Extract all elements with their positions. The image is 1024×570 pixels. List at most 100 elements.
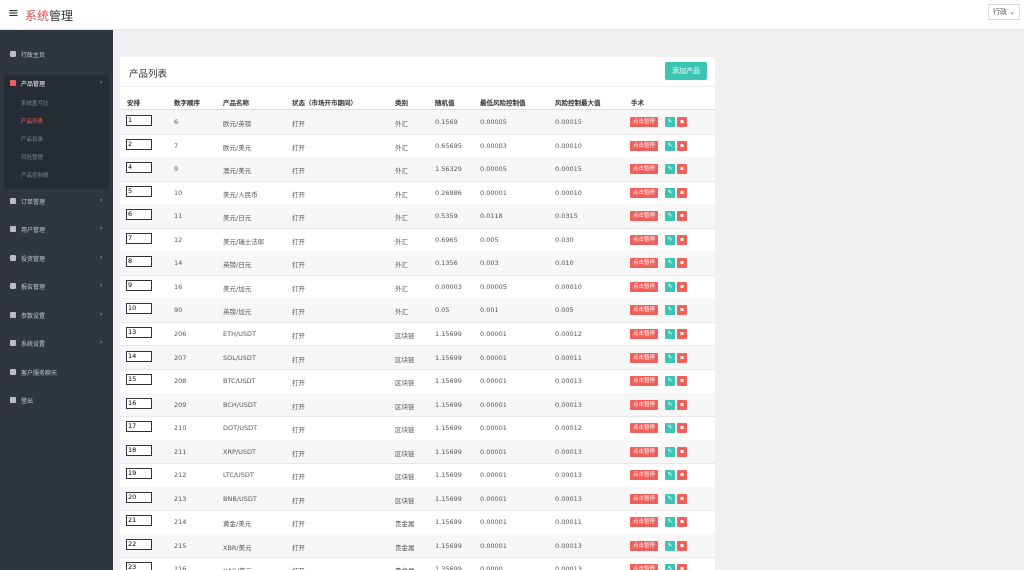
delete-button[interactable]: ▪: [677, 140, 687, 151]
submenu-item[interactable]: 风险管理: [21, 154, 44, 161]
menu-item[interactable]: 客户服务聊天: [21, 369, 58, 377]
pause-button[interactable]: 点击暂停: [630, 376, 659, 387]
cell: 贵金属: [395, 520, 415, 529]
pause-button[interactable]: 点击暂停: [630, 281, 659, 292]
order-input[interactable]: 6: [126, 209, 152, 221]
edit-button[interactable]: ✎: [665, 540, 675, 551]
order-input[interactable]: 15: [126, 374, 152, 386]
pause-button[interactable]: 点击暂停: [630, 234, 659, 245]
order-input[interactable]: 19: [126, 468, 152, 480]
delete-button[interactable]: ▪: [677, 328, 687, 339]
pause-button[interactable]: 点击暂停: [630, 140, 659, 151]
menu-toggle[interactable]: ≡: [8, 6, 19, 21]
delete-button[interactable]: ▪: [677, 117, 687, 127]
edit-button[interactable]: ✎: [665, 399, 675, 410]
edit-button[interactable]: ✎: [665, 187, 675, 198]
pause-button[interactable]: 点击暂停: [630, 564, 659, 570]
add-button[interactable]: 添加产品: [665, 62, 707, 80]
edit-button[interactable]: ✎: [665, 564, 675, 570]
order-input[interactable]: 1: [126, 115, 152, 126]
delete-button[interactable]: ▪: [677, 540, 687, 551]
delete-button[interactable]: ▪: [677, 352, 687, 363]
order-input[interactable]: 18: [126, 444, 152, 456]
delete-button[interactable]: ▪: [677, 470, 687, 481]
pause-button[interactable]: 点击暂停: [630, 164, 659, 175]
delete-button[interactable]: ▪: [677, 376, 687, 387]
delete-button[interactable]: ▪: [677, 493, 687, 504]
delete-button[interactable]: ▪: [677, 423, 687, 434]
order-input[interactable]: 23: [126, 562, 152, 570]
row-stripe: [120, 251, 715, 275]
order-input[interactable]: 21: [126, 515, 152, 527]
menu-item[interactable]: 订单管理: [21, 198, 46, 206]
order-input[interactable]: 4: [126, 162, 152, 174]
pause-button[interactable]: 点击暂停: [630, 211, 659, 222]
edit-button[interactable]: ✎: [665, 281, 675, 292]
edit-button[interactable]: ✎: [665, 258, 675, 269]
delete-button[interactable]: ▪: [677, 258, 687, 269]
edit-button[interactable]: ✎: [665, 423, 675, 434]
submenu-item[interactable]: 系统盈亏比: [21, 100, 49, 107]
delete-button[interactable]: ▪: [677, 281, 687, 292]
order-input[interactable]: 14: [126, 350, 152, 362]
edit-button[interactable]: ✎: [665, 493, 675, 504]
order-input[interactable]: 2: [126, 138, 152, 150]
edit-button[interactable]: ✎: [665, 517, 675, 528]
menu-item[interactable]: 用户管理: [21, 227, 46, 234]
submenu-item[interactable]: 产品目录: [21, 136, 44, 143]
order-input[interactable]: 10: [126, 303, 152, 315]
menu-item[interactable]: 登出: [21, 398, 34, 405]
submenu-item[interactable]: 产品列表: [21, 118, 44, 125]
pause-button[interactable]: 点击暂停: [630, 423, 659, 434]
order-input[interactable]: 17: [126, 421, 152, 433]
order-input[interactable]: 13: [126, 326, 152, 338]
pause-button[interactable]: 点击暂停: [630, 352, 659, 363]
user-menu[interactable]: 行政 ⌄: [988, 4, 1021, 20]
pause-button[interactable]: 点击暂停: [630, 446, 659, 457]
order-input[interactable]: 9: [126, 279, 152, 291]
delete-button[interactable]: ▪: [677, 164, 687, 175]
order-input[interactable]: 7: [126, 232, 152, 244]
delete-button[interactable]: ▪: [677, 211, 687, 222]
delete-button[interactable]: ▪: [677, 234, 687, 245]
pause-button[interactable]: 点击暂停: [630, 493, 659, 504]
order-input[interactable]: 22: [126, 538, 152, 550]
pause-button[interactable]: 点击暂停: [630, 328, 659, 339]
menu-item[interactable]: 系统设置: [21, 341, 46, 348]
edit-button[interactable]: ✎: [665, 211, 675, 222]
pause-button[interactable]: 点击暂停: [630, 258, 659, 269]
pause-button[interactable]: 点击暂停: [630, 540, 659, 551]
edit-button[interactable]: ✎: [665, 446, 675, 457]
edit-button[interactable]: ✎: [665, 140, 675, 151]
edit-button[interactable]: ✎: [665, 234, 675, 245]
menu-item[interactable]: 参数设置: [21, 312, 46, 320]
edit-button[interactable]: ✎: [665, 164, 675, 175]
edit-button[interactable]: ✎: [665, 305, 675, 316]
edit-button[interactable]: ✎: [665, 328, 675, 339]
order-input[interactable]: 8: [126, 256, 152, 268]
delete-button[interactable]: ▪: [677, 517, 687, 528]
delete-button[interactable]: ▪: [677, 399, 687, 410]
menu-item[interactable]: 报告管理: [21, 284, 46, 291]
submenu-item[interactable]: 产品控制报: [21, 172, 49, 179]
pause-button[interactable]: 点击暂停: [630, 399, 659, 410]
edit-button[interactable]: ✎: [665, 352, 675, 363]
delete-button[interactable]: ▪: [677, 564, 687, 570]
pause-button[interactable]: 点击暂停: [630, 187, 659, 198]
edit-button[interactable]: ✎: [665, 470, 675, 481]
order-input[interactable]: 20: [126, 491, 152, 503]
pause-button[interactable]: 点击暂停: [630, 517, 659, 528]
delete-button[interactable]: ▪: [677, 446, 687, 457]
pause-button[interactable]: 点击暂停: [630, 117, 659, 127]
menu-item[interactable]: 投资管理: [21, 255, 46, 263]
menu-item[interactable]: 产品管理: [21, 80, 46, 88]
pause-button[interactable]: 点击暂停: [630, 470, 659, 481]
order-input[interactable]: 5: [126, 185, 152, 197]
edit-button[interactable]: ✎: [665, 117, 675, 127]
order-input[interactable]: 16: [126, 397, 152, 409]
edit-button[interactable]: ✎: [665, 376, 675, 387]
delete-button[interactable]: ▪: [677, 187, 687, 198]
menu-item[interactable]: 行政主页: [21, 52, 46, 59]
delete-button[interactable]: ▪: [677, 305, 687, 316]
pause-button[interactable]: 点击暂停: [630, 305, 659, 316]
